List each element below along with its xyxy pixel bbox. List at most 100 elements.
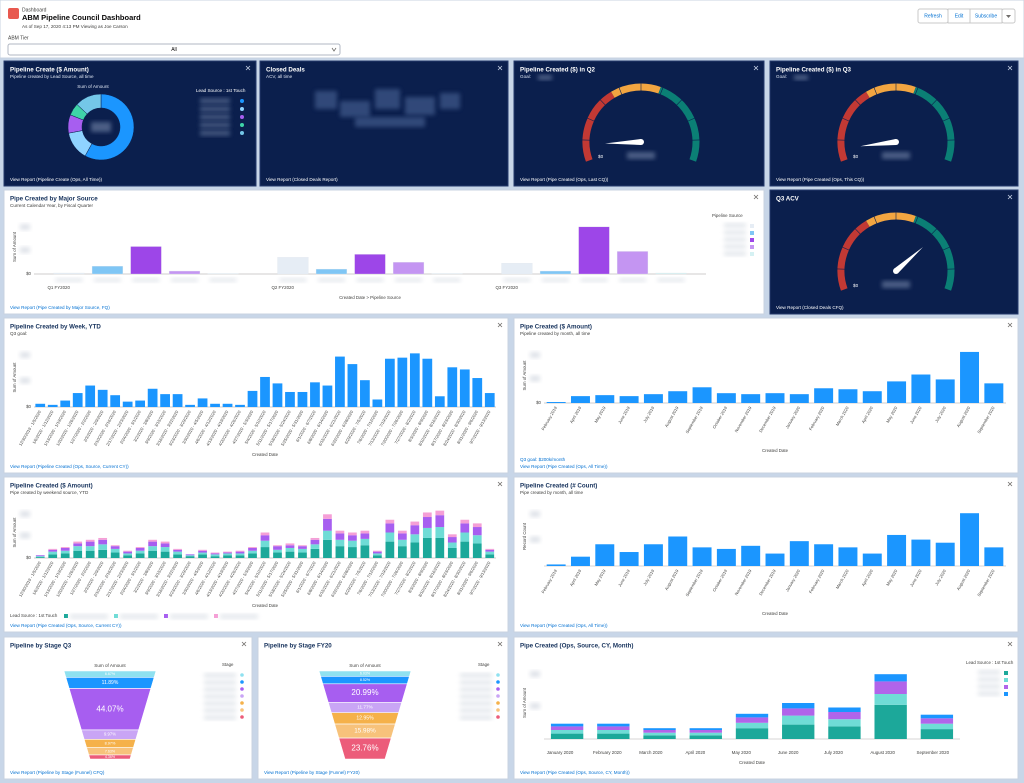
gauge-tick xyxy=(854,99,861,106)
bar-segment xyxy=(235,551,245,554)
widget-footer-link[interactable]: View Report (Pipe Created by Major Sourc… xyxy=(10,305,110,310)
bar-segment xyxy=(485,548,495,550)
redacted-content xyxy=(530,375,540,382)
bar xyxy=(911,374,931,403)
widget-card xyxy=(513,60,765,187)
bar-segment xyxy=(597,726,630,730)
bar-segment xyxy=(643,735,676,739)
bar-segment xyxy=(198,549,207,551)
expand-icon[interactable] xyxy=(1007,481,1013,487)
x-group-label: Q2 FY2020 xyxy=(271,285,294,290)
refresh-button-label[interactable]: Refresh xyxy=(924,13,942,19)
bar xyxy=(397,357,408,407)
expand-icon[interactable] xyxy=(241,641,247,647)
widget-footer-link[interactable]: View Report (Closed Deals CFQ) xyxy=(776,305,844,310)
expand-icon[interactable] xyxy=(497,65,503,71)
bar-segment xyxy=(173,554,182,558)
bar xyxy=(222,403,233,407)
widget-subtitle: Pipeline created by month, all time xyxy=(520,331,591,336)
expand-icon[interactable] xyxy=(497,481,503,487)
bar-segment xyxy=(260,535,270,541)
bar-segment xyxy=(285,547,295,552)
widget-footer-link[interactable]: View Report (Pipe Created (Ops, Source, … xyxy=(10,623,122,628)
bar-segment xyxy=(435,537,445,558)
bar-segment xyxy=(248,550,257,554)
gauge-tick xyxy=(618,87,623,95)
bar-segment xyxy=(135,553,145,558)
bar-segment xyxy=(323,514,332,519)
filter-select[interactable] xyxy=(7,43,341,56)
bar-segment xyxy=(60,553,70,558)
x-group-label: February 2020 xyxy=(593,750,622,755)
expand-icon[interactable] xyxy=(497,641,503,647)
legend-swatch xyxy=(240,123,244,127)
legend-swatch xyxy=(1004,678,1008,682)
widget-footer-link[interactable]: View Report (Pipeline by Stage (Funnel) … xyxy=(264,770,360,775)
bar-segment xyxy=(185,556,195,558)
bar-segment xyxy=(60,547,70,548)
bar xyxy=(716,393,736,403)
gauge-hub xyxy=(638,139,644,145)
bar xyxy=(310,382,320,407)
expand-icon[interactable] xyxy=(1007,194,1013,200)
bar-segment xyxy=(148,550,157,558)
widget-footer-link[interactable]: View Report (Pipe Created (Ops, All Time… xyxy=(520,464,608,469)
bar xyxy=(789,394,809,403)
bar-segment xyxy=(385,519,395,524)
bar-segment xyxy=(422,527,432,538)
widget-footer-link[interactable]: View Report (Closed Deals Report) xyxy=(266,177,338,182)
bar-segment xyxy=(235,550,245,552)
widget-footer-link[interactable]: View Report (Pipe Created (Ops, This CQ)… xyxy=(776,177,865,182)
expand-icon[interactable] xyxy=(1007,322,1013,328)
bar-segment xyxy=(920,718,954,724)
subscribe-button-label[interactable]: Subscribe xyxy=(975,13,997,19)
widget-footer-link[interactable]: View Report (Pipe Created (Ops, Source, … xyxy=(520,770,630,775)
widget-footer-link[interactable]: View Report (Pipeline Created (Ops, Sour… xyxy=(10,464,129,469)
bar xyxy=(862,553,882,566)
legend-swatch xyxy=(750,252,754,256)
gauge-tick xyxy=(659,87,664,95)
donut-slice xyxy=(84,93,135,161)
bar-segment xyxy=(828,726,861,739)
legend-title: Lead Source : 1st Touch xyxy=(966,660,1014,665)
measure-label: Sum of Amount xyxy=(77,84,109,89)
widget-footer-link[interactable]: View Report (Pipe Created (Ops, Last CQ)… xyxy=(520,177,609,182)
filter-caret[interactable] xyxy=(331,47,337,52)
widget-footer-link[interactable]: View Report (Pipe Created (Ops, All Time… xyxy=(520,623,608,628)
funnel-label: 4.36% xyxy=(105,755,116,759)
redacted-content xyxy=(20,352,30,358)
bar-segment xyxy=(248,547,257,551)
more-caret[interactable] xyxy=(1006,15,1011,18)
widget-footer-link[interactable]: View Report (Pipeline by Stage (Funnel) … xyxy=(10,770,105,775)
bar-segment xyxy=(782,724,815,739)
bar xyxy=(643,394,663,403)
expand-icon[interactable] xyxy=(753,65,759,71)
widget-footer-link[interactable]: View Report (Pipeline Create (Ops, All T… xyxy=(10,177,103,182)
widget-subtitle: Pipeline created by Lead Source, all tim… xyxy=(10,74,94,79)
bar xyxy=(185,404,195,407)
bar xyxy=(814,544,834,566)
bar-segment xyxy=(782,708,815,716)
bar-segment xyxy=(173,549,182,552)
edit-button-label[interactable]: Edit xyxy=(955,13,964,19)
bar-segment xyxy=(60,547,70,551)
bar xyxy=(172,394,183,407)
bar xyxy=(984,383,1004,403)
redacted-content xyxy=(170,614,208,619)
legend-swatch xyxy=(240,107,244,111)
expand-icon[interactable] xyxy=(1007,65,1013,71)
redacted-content xyxy=(580,278,608,282)
bar-segment xyxy=(310,539,320,545)
bar-segment xyxy=(248,553,257,558)
expand-icon[interactable] xyxy=(245,65,251,71)
bar xyxy=(692,387,712,403)
expand-icon[interactable] xyxy=(753,194,759,200)
expand-icon[interactable] xyxy=(497,322,503,328)
expand-icon[interactable] xyxy=(1007,641,1013,647)
bar xyxy=(235,404,245,407)
legend-swatch xyxy=(496,694,500,698)
redacted-content xyxy=(460,680,492,685)
filter-value[interactable]: All xyxy=(171,47,177,53)
gauge-tick xyxy=(931,228,938,235)
